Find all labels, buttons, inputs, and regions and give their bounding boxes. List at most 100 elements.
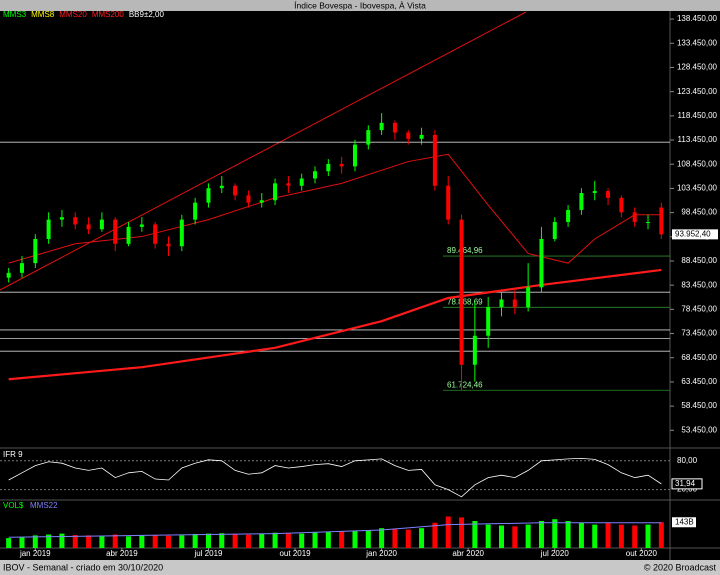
volume-bar — [525, 524, 531, 548]
volume-bar — [658, 522, 664, 548]
volume-bar — [99, 535, 105, 548]
panel-title: IFR 9 — [3, 450, 23, 459]
y-tick-label: 88.450,00 — [681, 256, 717, 265]
volume-bar — [126, 536, 132, 548]
candle-body — [286, 183, 291, 186]
candle-body — [406, 132, 411, 139]
rsi-tag: 31,94 — [675, 479, 696, 488]
volume-bar — [365, 530, 371, 548]
candle-body — [6, 272, 11, 278]
y-tick-label: 68.450,00 — [681, 353, 717, 362]
x-tick-label: jul 2020 — [540, 549, 570, 558]
volume-bar — [259, 533, 265, 548]
candle-body — [459, 219, 464, 365]
candle-body — [566, 209, 571, 223]
candle-body — [126, 226, 131, 244]
candle-body — [446, 185, 451, 220]
candle-body — [153, 224, 158, 244]
candle-body — [299, 178, 304, 186]
volume-bar — [592, 524, 598, 548]
y-tick-label: 78.450,00 — [681, 304, 717, 313]
level-label: 78.868,69 — [447, 297, 483, 306]
volume-bar — [72, 535, 78, 548]
volume-bar — [312, 532, 318, 548]
x-tick-label: jul 2019 — [193, 549, 223, 558]
candle-body — [579, 193, 584, 210]
chart-title: Índice Bovespa - Ibovespa, À Vista — [294, 0, 426, 10]
volume-bar — [232, 534, 238, 548]
candle-body — [366, 130, 371, 145]
footer-left: IBOV - Semanal - criado em 30/10/2020 — [3, 562, 163, 572]
volume-bar — [205, 533, 211, 548]
volume-bar — [472, 521, 478, 548]
volume-tag-bg — [672, 517, 696, 528]
y-tick-label: 133.450,00 — [677, 38, 718, 47]
x-tick-label: abr 2020 — [452, 549, 484, 558]
y-tick-label: 118.450,00 — [678, 111, 718, 120]
candle-body — [99, 219, 104, 230]
volume-bar — [605, 522, 611, 548]
candle-body — [326, 163, 331, 172]
candle-body — [313, 171, 318, 179]
y-tick-label: 53.450,00 — [681, 425, 717, 434]
legend-entry: MMS8 — [31, 10, 55, 19]
title-bar — [0, 0, 720, 11]
volume-bar — [352, 530, 358, 548]
candle-body — [59, 217, 64, 220]
candle-body — [606, 191, 611, 198]
footer-right: © 2020 Broadcast — [644, 562, 717, 572]
y-tick-label: 138.450,00 — [677, 14, 718, 23]
rsi-line — [8, 457, 662, 498]
volume-bar — [299, 533, 305, 548]
y-tick-label: 103.450,00 — [677, 184, 718, 193]
volume-bar — [618, 524, 624, 548]
legend-entry: MMS200 — [92, 10, 125, 19]
volume-bar — [432, 522, 438, 548]
y-tick-label: 123.450,00 — [677, 87, 718, 96]
volume-bar — [272, 532, 278, 548]
y-tick-label: 128.450,00 — [677, 63, 718, 72]
candle-body — [512, 299, 517, 308]
candle-body — [472, 335, 477, 365]
volume-bar — [245, 534, 251, 548]
volume-bar — [538, 521, 544, 548]
candle-body — [73, 217, 78, 225]
volume-bar — [578, 522, 584, 548]
legend-entry: MMS3 — [3, 10, 27, 19]
candle-body — [273, 183, 278, 201]
x-tick-label: jan 2020 — [365, 549, 397, 558]
volume-bar — [32, 535, 38, 548]
legend-entry: BB9±2,00 — [129, 10, 165, 19]
candle-body — [499, 299, 504, 308]
candle-body — [46, 219, 51, 239]
volume-bar — [6, 538, 12, 548]
y-tick-label: 73.450,00 — [681, 329, 717, 338]
price-tag-bg — [672, 229, 718, 240]
candle-body — [86, 224, 91, 230]
volume-bar — [512, 526, 518, 548]
candle-body — [179, 219, 184, 247]
candle-body — [139, 224, 144, 227]
y-tick-label: 83.450,00 — [681, 280, 717, 289]
volume-bar — [179, 535, 185, 548]
x-tick-label: out 2019 — [279, 549, 311, 558]
volume-bar — [219, 533, 225, 548]
rsi-tag-bg — [671, 478, 703, 490]
candle-body — [432, 134, 437, 186]
volume-bar — [112, 534, 118, 548]
candle-body — [166, 243, 171, 247]
volume-bar — [19, 537, 25, 548]
candle-body — [592, 191, 597, 194]
volume-bar — [552, 519, 558, 548]
volume-bar — [445, 516, 451, 548]
volume-ma — [8, 522, 662, 538]
volume-bar — [405, 529, 411, 548]
x-tick-label: out 2020 — [626, 549, 658, 558]
candle-body — [259, 200, 264, 203]
volume-bar — [139, 535, 145, 548]
volume-bar — [419, 528, 425, 548]
y-tick-label: 113.450,00 — [678, 135, 718, 144]
trend-line — [0, 11, 527, 291]
